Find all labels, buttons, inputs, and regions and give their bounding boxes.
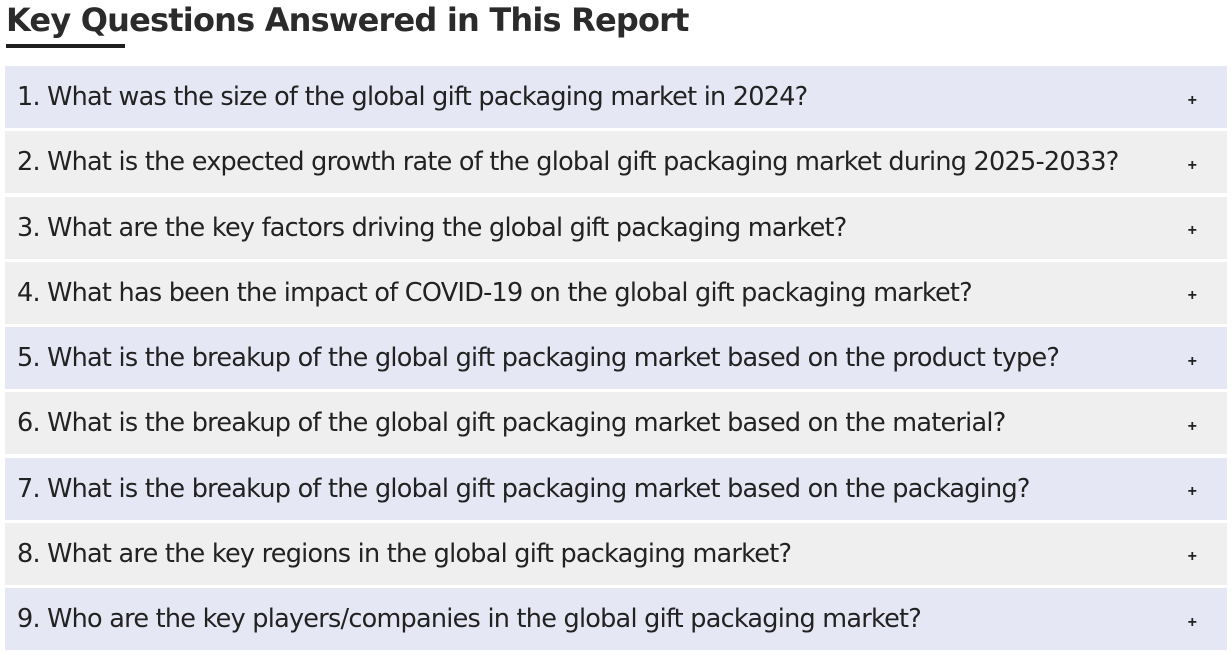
faq-question-4: 4. What has been the impact of COVID-19 … bbox=[17, 277, 973, 308]
faq-item-2[interactable]: 2. What is the expected growth rate of t… bbox=[5, 131, 1227, 194]
section-header: Key Questions Answered in This Report bbox=[6, 0, 1226, 50]
faq-item-8[interactable]: 8. What are the key regions in the globa… bbox=[5, 522, 1227, 585]
plus-icon[interactable]: + bbox=[1187, 613, 1197, 631]
faq-item-7[interactable]: 7. What is the breakup of the global gif… bbox=[5, 457, 1227, 520]
plus-icon[interactable]: + bbox=[1187, 352, 1197, 370]
faq-item-9[interactable]: 9. Who are the key players/companies in … bbox=[5, 588, 1227, 650]
plus-icon[interactable]: + bbox=[1187, 222, 1197, 239]
faq-question-7: 7. What is the breakup of the global gif… bbox=[17, 473, 1030, 504]
faq-question-5: 5. What is the breakup of the global gif… bbox=[17, 343, 1060, 373]
title-underline bbox=[6, 44, 125, 48]
faq-item-5[interactable]: 5. What is the breakup of the global gif… bbox=[5, 327, 1227, 389]
faq-question-6: 6. What is the breakup of the global gif… bbox=[17, 408, 1006, 439]
plus-icon[interactable]: + bbox=[1187, 483, 1197, 500]
faq-item-3[interactable]: 3. What are the key factors driving the … bbox=[5, 196, 1227, 259]
faq-question-1: 1. What was the size of the global gift … bbox=[17, 82, 808, 112]
faq-question-8: 8. What are the key regions in the globa… bbox=[17, 538, 792, 569]
faq-question-9: 9. Who are the key players/companies in … bbox=[17, 604, 922, 634]
faq-item-6[interactable]: 6. What is the breakup of the global gif… bbox=[5, 392, 1227, 455]
plus-icon[interactable]: + bbox=[1187, 287, 1197, 305]
faq-item-4[interactable]: 4. What has been the impact of COVID-19 … bbox=[5, 261, 1227, 324]
plus-icon[interactable]: + bbox=[1187, 417, 1197, 435]
faq-question-2: 2. What is the expected growth rate of t… bbox=[17, 147, 1119, 178]
faq-question-3: 3. What are the key factors driving the … bbox=[17, 212, 847, 243]
faq-item-1[interactable]: 1. What was the size of the global gift … bbox=[5, 66, 1227, 128]
section-title: Key Questions Answered in This Report bbox=[6, 1, 689, 39]
plus-icon[interactable]: + bbox=[1187, 91, 1197, 109]
plus-icon[interactable]: + bbox=[1187, 156, 1197, 174]
plus-icon[interactable]: + bbox=[1187, 548, 1197, 566]
faq-list: 1. What was the size of the global gift … bbox=[5, 66, 1227, 653]
